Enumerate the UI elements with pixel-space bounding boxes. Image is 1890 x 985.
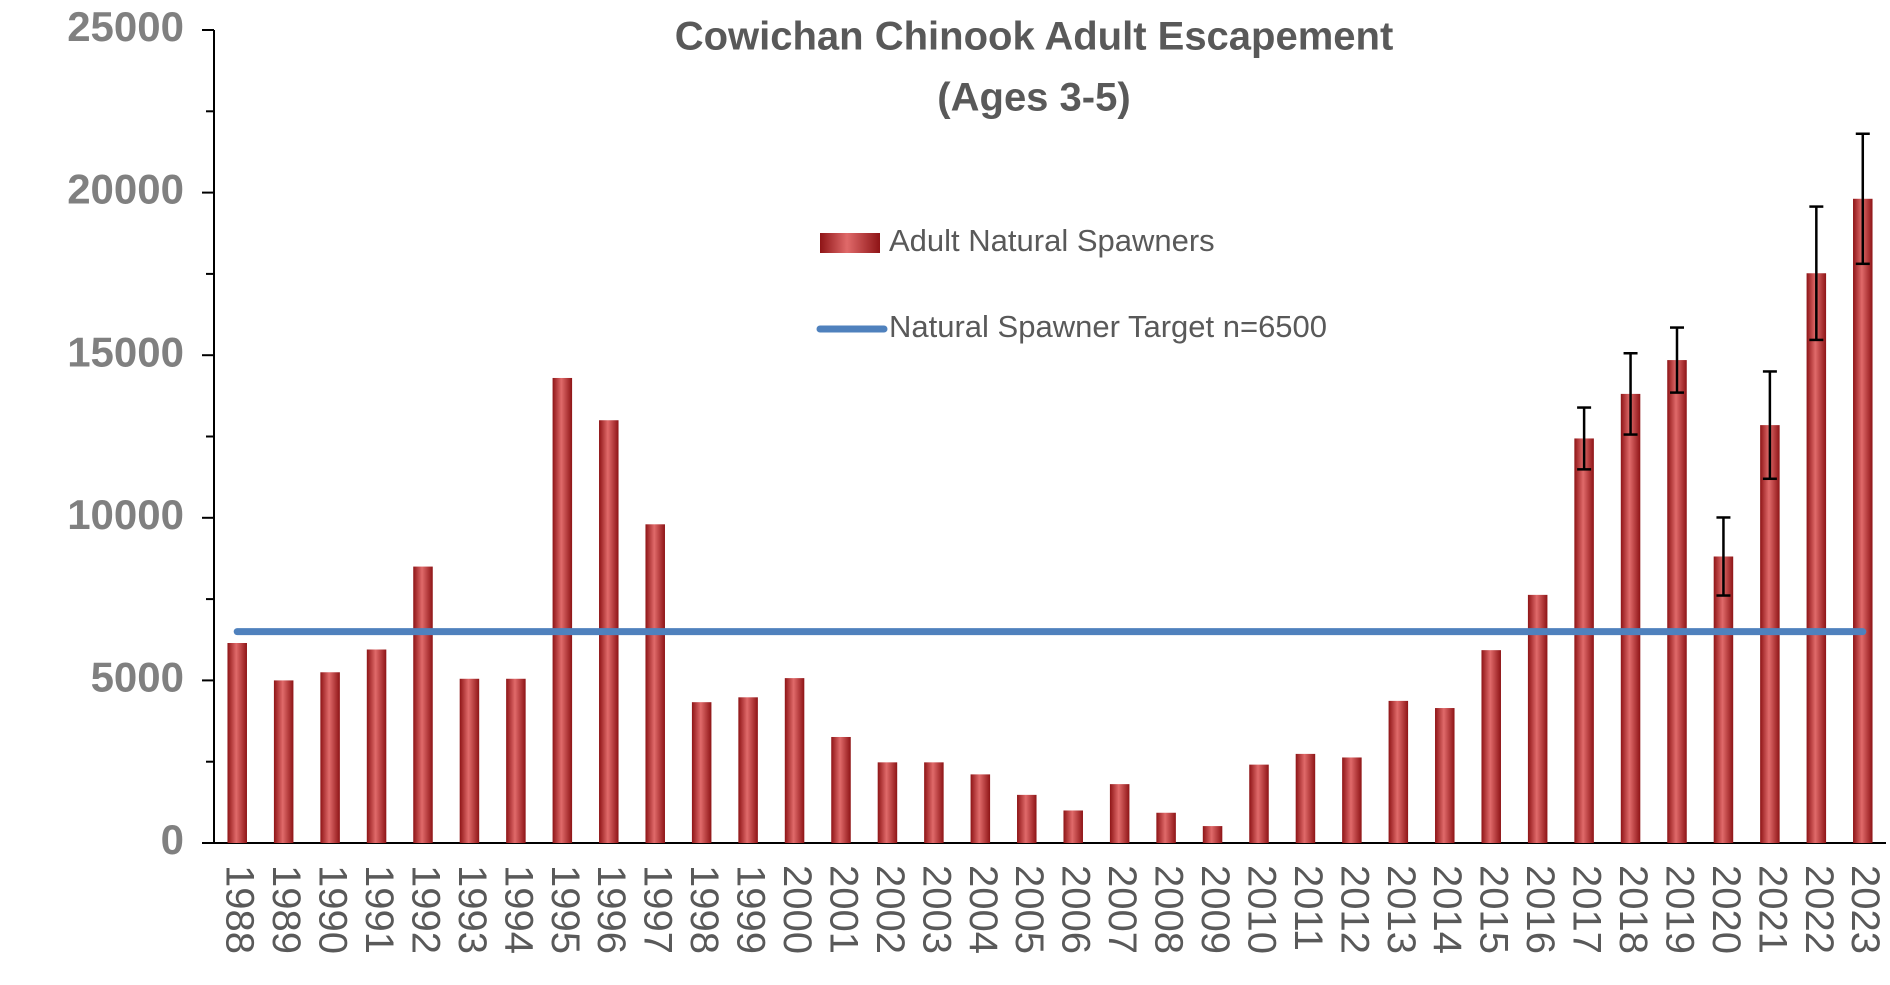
- bar: [1481, 650, 1501, 843]
- x-tick-label: 1992: [403, 865, 447, 954]
- x-tick-label: 2005: [1007, 865, 1051, 954]
- bar: [738, 697, 758, 843]
- error-bar: [1670, 326, 1684, 394]
- x-tick-label: 1991: [357, 865, 401, 954]
- x-tick-label: 2007: [1100, 865, 1144, 954]
- x-tick-label: 2011: [1286, 865, 1330, 951]
- x-tick-label: 2015: [1472, 865, 1516, 954]
- x-tick-label: 2006: [1054, 865, 1098, 954]
- bar: [1806, 273, 1827, 843]
- bar: [1435, 708, 1455, 843]
- x-tick-label: 1993: [450, 865, 494, 954]
- x-tick-label: 2003: [914, 865, 958, 954]
- x-tick-label: 2023: [1843, 865, 1887, 954]
- x-tick-label: 1995: [543, 865, 587, 954]
- error-bar: [1855, 132, 1870, 266]
- x-tick-label: 1999: [729, 865, 773, 954]
- bar: [366, 649, 387, 843]
- x-tick-label: 2002: [868, 865, 912, 954]
- bar: [1667, 360, 1687, 843]
- error-bar: [1809, 205, 1824, 342]
- x-tick-label: 2013: [1379, 865, 1423, 954]
- x-tick-label: 2017: [1565, 865, 1609, 954]
- error-bar: [1623, 351, 1638, 436]
- bar: [831, 736, 851, 843]
- bar: [1109, 784, 1130, 843]
- bar: [1853, 198, 1873, 843]
- bar: [1527, 594, 1548, 843]
- y-tick-label: 20000: [67, 166, 184, 213]
- y-tick-label: 10000: [67, 491, 184, 538]
- bar: [506, 678, 526, 843]
- x-tick-label: 2012: [1332, 865, 1376, 954]
- x-tick-label: 2009: [1193, 865, 1237, 954]
- x-tick-label: 1989: [264, 865, 308, 954]
- x-tick-label: 2008: [1147, 865, 1191, 954]
- x-tick-label: 1996: [589, 865, 633, 954]
- x-tick-label: 2020: [1704, 865, 1748, 954]
- bar: [320, 672, 340, 843]
- bar: [691, 702, 712, 843]
- bar: [1574, 438, 1594, 843]
- x-tick-label: 2022: [1797, 865, 1841, 954]
- bar: [1342, 757, 1362, 843]
- bar: [227, 643, 247, 843]
- x-tick-label: 2010: [1239, 865, 1283, 954]
- bar: [877, 762, 898, 843]
- bar: [1249, 764, 1269, 843]
- bar: [1388, 700, 1409, 843]
- error-bar: [1716, 516, 1731, 597]
- x-tick-label: 2021: [1750, 865, 1794, 954]
- bar: [1620, 393, 1641, 843]
- chart-subtitle: (Ages 3-5): [937, 76, 1130, 120]
- bar: [1713, 556, 1734, 843]
- y-tick-label: 15000: [67, 328, 184, 375]
- x-tick-label: 1998: [682, 865, 726, 954]
- x-tick-label: 2019: [1657, 865, 1701, 954]
- legend-label: Adult Natural Spawners: [889, 223, 1215, 258]
- x-tick-label: 2018: [1611, 865, 1655, 954]
- bar: [273, 680, 294, 843]
- bar: [645, 524, 665, 843]
- x-tick-label: 2016: [1518, 865, 1562, 954]
- bar: [924, 762, 944, 843]
- x-tick-label: 1994: [496, 865, 540, 954]
- y-tick-label: 5000: [91, 653, 184, 700]
- x-tick-label: 2014: [1425, 865, 1469, 954]
- legend-swatch: [820, 233, 880, 253]
- bar: [1295, 753, 1316, 843]
- x-tick-label: 1990: [311, 865, 355, 954]
- y-tick-label: 25000: [67, 3, 184, 50]
- bar: [1017, 794, 1037, 843]
- x-tick-label: 1997: [636, 865, 680, 954]
- bar: [1202, 826, 1223, 843]
- bar: [552, 377, 573, 843]
- y-tick-label: 0: [161, 816, 184, 863]
- error-bar: [1577, 406, 1592, 471]
- x-tick-label: 2000: [775, 865, 819, 954]
- error-bar: [1762, 370, 1777, 481]
- bar: [1063, 810, 1083, 843]
- bar: [970, 774, 991, 843]
- bar: [784, 678, 805, 843]
- legend-label: Natural Spawner Target n=6500: [889, 309, 1327, 344]
- x-tick-label: 2001: [821, 865, 865, 954]
- chart-title: Cowichan Chinook Adult Escapement: [675, 15, 1394, 59]
- bar: [413, 566, 433, 843]
- x-tick-label: 2004: [961, 865, 1005, 954]
- x-tick-label: 1988: [218, 865, 262, 954]
- bar: [1156, 812, 1176, 843]
- bar: [459, 678, 480, 843]
